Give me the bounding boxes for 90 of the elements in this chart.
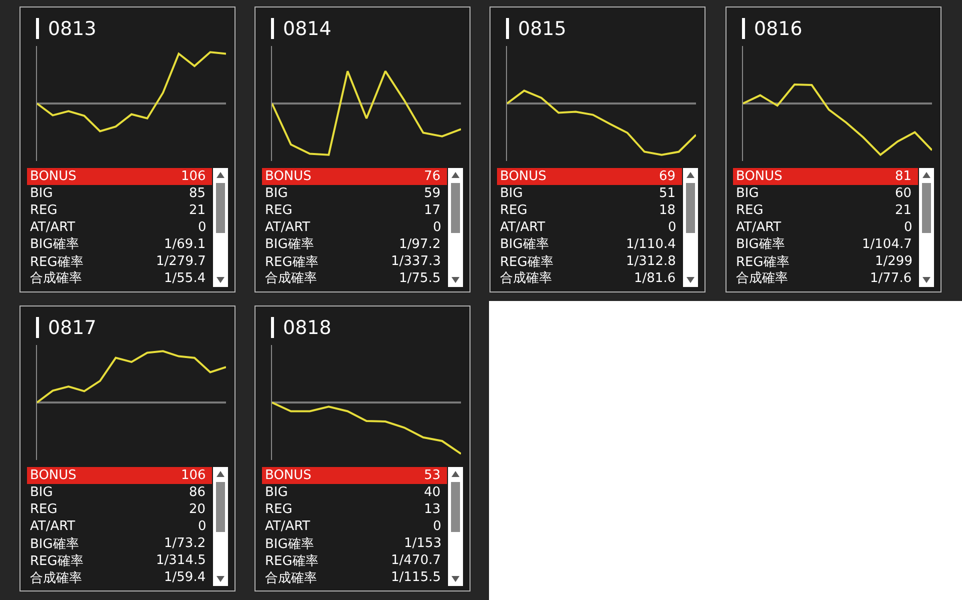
text: 20	[189, 502, 206, 517]
text: 合成確率	[30, 570, 82, 586]
chart-title: 0817	[48, 317, 96, 339]
text: 21	[895, 203, 912, 218]
text: 合成確率	[265, 570, 317, 586]
text: REG確率	[265, 553, 318, 569]
text: 0	[433, 519, 442, 534]
text: 0	[433, 220, 442, 235]
text: BONUS	[30, 169, 76, 184]
text: 76	[424, 169, 441, 184]
text: AT/ART	[500, 220, 546, 235]
text: AT/ART	[30, 220, 76, 235]
text: 60	[895, 186, 912, 201]
text: 合成確率	[736, 270, 788, 286]
text: BIG確率	[265, 236, 314, 252]
text: 53	[424, 468, 441, 483]
text: 1/77.6	[870, 271, 912, 286]
text: 1/104.7	[862, 237, 912, 252]
chart-title: 0815	[518, 18, 566, 40]
text: REG	[265, 203, 292, 218]
text: REG確率	[30, 254, 84, 270]
text: REG	[500, 203, 528, 218]
text: 1/97.2	[399, 237, 441, 252]
text: REG確率	[500, 254, 554, 270]
text: 1/279.7	[156, 254, 206, 269]
text: REG	[736, 203, 764, 218]
text: 85	[189, 186, 206, 201]
text: 1/470.7	[391, 553, 441, 568]
text: 1/312.8	[626, 254, 676, 269]
text: BIG確率	[500, 236, 549, 252]
text: BONUS	[30, 468, 76, 483]
text: 81	[895, 169, 912, 184]
text: 51	[659, 186, 676, 201]
text: BIG	[736, 186, 759, 201]
text: BIG確率	[736, 236, 785, 252]
text: 18	[659, 203, 676, 218]
text: 21	[189, 203, 206, 218]
text: 1/299	[875, 254, 912, 269]
text: 40	[424, 485, 441, 500]
text: 106	[181, 169, 206, 184]
text: 1/75.5	[399, 271, 441, 286]
text: BONUS	[265, 169, 312, 184]
text: 106	[181, 468, 206, 483]
text: 合成確率	[30, 270, 82, 286]
chart-title: 0818	[283, 317, 332, 339]
text: 1/110.4	[626, 237, 676, 252]
text: BONUS	[265, 468, 312, 483]
text: BONUS	[500, 169, 546, 184]
text: 1/73.2	[164, 536, 206, 551]
text: REG確率	[736, 254, 790, 270]
chart-title: 0814	[283, 18, 332, 40]
text: 1/153	[404, 536, 442, 551]
text: AT/ART	[736, 220, 782, 235]
text: 1/115.5	[391, 570, 441, 585]
text: BONUS	[736, 169, 782, 184]
text: REG確率	[30, 553, 84, 569]
text: AT/ART	[265, 220, 310, 235]
text: 1/69.1	[164, 237, 206, 252]
chart-title: 0813	[48, 18, 96, 40]
text: REG	[30, 502, 58, 517]
text: 1/314.5	[156, 553, 206, 568]
text: 1/55.4	[164, 271, 206, 286]
text: BIG確率	[30, 536, 79, 552]
text: 13	[424, 502, 441, 517]
text: AT/ART	[265, 519, 310, 534]
text: REG確率	[265, 254, 318, 270]
text: BIG確率	[30, 236, 79, 252]
text: BIG	[265, 186, 288, 201]
text: BIG	[500, 186, 523, 201]
text: REG	[265, 502, 292, 517]
text: 86	[189, 485, 206, 500]
text: 0	[904, 220, 912, 235]
text: REG	[30, 203, 58, 218]
text: BIG確率	[265, 536, 314, 552]
text: BIG	[30, 485, 53, 500]
chart-title: 0816	[754, 18, 802, 40]
text: BIG	[265, 485, 288, 500]
text: 0	[198, 519, 206, 534]
text: AT/ART	[30, 519, 76, 534]
text: 0	[668, 220, 676, 235]
text: 合成確率	[265, 270, 317, 286]
text: 59	[424, 186, 441, 201]
text: 1/81.6	[634, 271, 676, 286]
text: 17	[424, 203, 441, 218]
text: 0	[198, 220, 206, 235]
text: BIG	[30, 186, 53, 201]
text: 1/59.4	[164, 570, 206, 585]
text: 1/337.3	[391, 254, 441, 269]
text: 合成確率	[500, 270, 552, 286]
text: 69	[659, 169, 676, 184]
